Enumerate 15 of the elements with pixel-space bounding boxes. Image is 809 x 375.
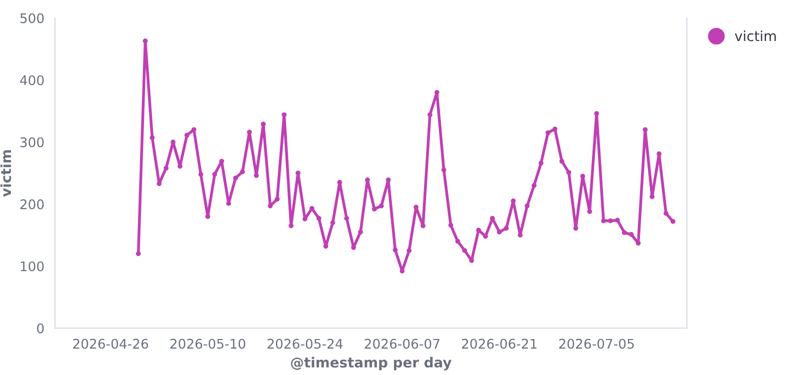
x-tick-label: 2026-06-21 — [462, 338, 536, 349]
x-tick-label: 2026-07-05 — [559, 338, 634, 349]
x-tick-label: 2026-05-10 — [170, 338, 246, 349]
y-tick-label: 500 — [20, 13, 44, 24]
y-axis-title: victim — [0, 150, 12, 197]
x-axis-title: @timestamp per day — [291, 356, 452, 370]
y-tick-label: 100 — [20, 261, 44, 272]
legend-label: victim — [734, 30, 776, 42]
y-tick-label: 300 — [20, 137, 44, 148]
x-tick-label: 2026-04-26 — [73, 338, 148, 349]
y-tick-label: 200 — [20, 199, 44, 210]
x-tick-label: 2026-06-07 — [364, 338, 440, 349]
y-tick-label: 400 — [20, 75, 44, 86]
x-tick-label: 2026-05-24 — [268, 338, 343, 349]
y-tick-label: 0 — [37, 323, 44, 334]
